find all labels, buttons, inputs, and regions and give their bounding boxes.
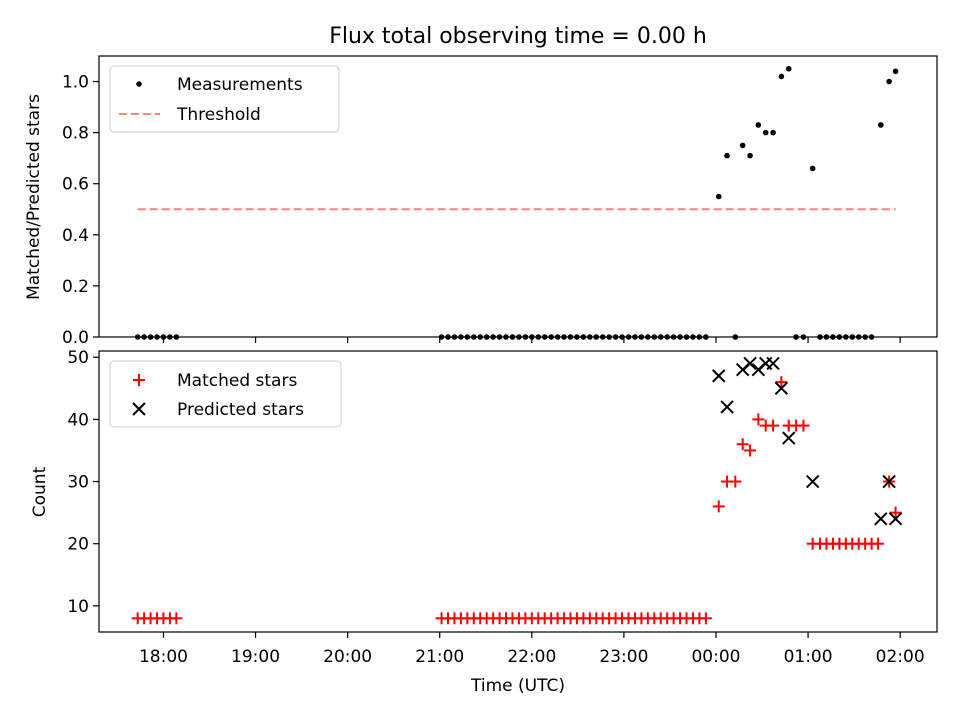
ratio-panel: 0.0 0.2 0.4 0.6 0.8 1.0 Matched/Predicted sta… — [24, 55, 938, 348]
matched-star-point — [767, 419, 780, 432]
legend-predicted-label: Predicted stars — [177, 400, 304, 420]
ratio-axes-frame — [98, 55, 938, 338]
matched-star-point — [729, 475, 742, 488]
predicted-star-point — [720, 400, 734, 414]
predicted-star-point — [874, 512, 888, 526]
matched-star-point — [744, 444, 757, 457]
ratio-x-ticks — [162, 337, 901, 343]
x-tick-label: 18:00 — [139, 647, 188, 667]
measurement-point — [762, 129, 769, 136]
measurement-point — [892, 68, 899, 75]
matched-star-point — [752, 413, 765, 426]
count-y-tick-label: 20 — [67, 535, 89, 555]
predicted-star-point — [805, 474, 820, 489]
ratio-y-axis-label: Matched/Predicted stars — [24, 94, 44, 300]
ratio-y-tick-label: 0.0 — [62, 328, 89, 348]
x-tick-label: 19:00 — [231, 647, 280, 667]
x-tick-label: 22:00 — [507, 647, 556, 667]
ratio-y-tick-label: 1.0 — [62, 73, 89, 93]
x-tick-label: 02:00 — [876, 647, 925, 667]
legend-matched-plus-marker — [133, 374, 145, 386]
x-axis-label: Time (UTC) — [470, 676, 565, 696]
measurement-point — [770, 129, 776, 136]
matched-star-point — [699, 612, 712, 625]
legend-matched-label: Matched stars — [177, 371, 297, 391]
predicted-star-point — [782, 431, 796, 445]
ratio-marks — [134, 65, 899, 340]
x-tick-label: 00:00 — [691, 647, 740, 667]
measurement-point — [747, 152, 753, 159]
legend-measurement-dot — [136, 81, 142, 87]
predicted-star-point — [882, 474, 896, 489]
x-tick-label: 21:00 — [415, 647, 464, 667]
x-tick-label: 23:00 — [599, 647, 648, 667]
ratio-y-tick-label: 0.4 — [62, 226, 89, 246]
legend-measurements-label: Measurements — [177, 75, 303, 95]
count-y-axis-label: Count — [30, 466, 50, 517]
x-tick-label: 20:00 — [323, 647, 372, 667]
count-axes-frame — [98, 350, 938, 633]
ratio-legend: Measurements Threshold — [109, 65, 340, 133]
measurement-point — [739, 142, 746, 149]
legend-predicted-x-marker — [132, 402, 146, 416]
measurement-point — [755, 122, 762, 128]
measurement-point — [886, 78, 892, 85]
matched-star-point — [712, 500, 725, 513]
matched-star-point — [797, 419, 810, 432]
count-y-ticks: 10 20 30 40 50 — [67, 348, 99, 617]
predicted-star-point — [712, 369, 726, 383]
predicted-star-point — [766, 356, 780, 371]
measurement-point — [785, 65, 792, 72]
predicted-star-point — [774, 381, 789, 396]
count-legend: Matched stars Predicted stars — [109, 360, 342, 428]
ratio-y-tick-label: 0.2 — [62, 277, 89, 297]
matched-star-point — [775, 376, 788, 389]
ratio-y-ticks: 0.0 0.2 0.4 0.6 0.8 1.0 — [62, 73, 99, 348]
matched-star-point — [170, 612, 183, 625]
measurement-point — [878, 122, 884, 128]
measurement-point — [778, 73, 785, 80]
matched-star-point — [736, 438, 749, 451]
predicted-star-point — [888, 512, 903, 526]
matched-star-point — [889, 506, 902, 519]
count-y-tick-label: 10 — [67, 597, 89, 617]
count-y-tick-label: 30 — [67, 473, 89, 493]
legend-threshold-label: Threshold — [176, 105, 261, 125]
measurement-point — [724, 152, 730, 159]
count-marks — [131, 356, 903, 625]
predicted-star-point — [743, 356, 757, 371]
chart-title: Flux total observing time = 0.00 h — [329, 24, 707, 49]
count-legend-box — [109, 360, 342, 428]
count-y-tick-label: 40 — [67, 410, 89, 430]
measurement-point — [809, 165, 816, 172]
ratio-y-tick-label: 0.6 — [62, 175, 89, 195]
ratio-y-tick-label: 0.8 — [62, 124, 89, 144]
ratio-legend-box — [109, 65, 340, 133]
matched-star-point — [872, 537, 885, 550]
measurement-point — [715, 193, 722, 200]
count-x-ticks: 18:00 19:00 20:00 21:00 22:00 23:00 00:00 01:00… — [139, 632, 925, 667]
count-panel: 10 20 30 40 50 18:00 19:00 20:00 21:00 22:00 23:0… — [30, 348, 938, 696]
count-y-tick-label: 50 — [67, 348, 89, 368]
x-tick-label: 01:00 — [784, 647, 833, 667]
